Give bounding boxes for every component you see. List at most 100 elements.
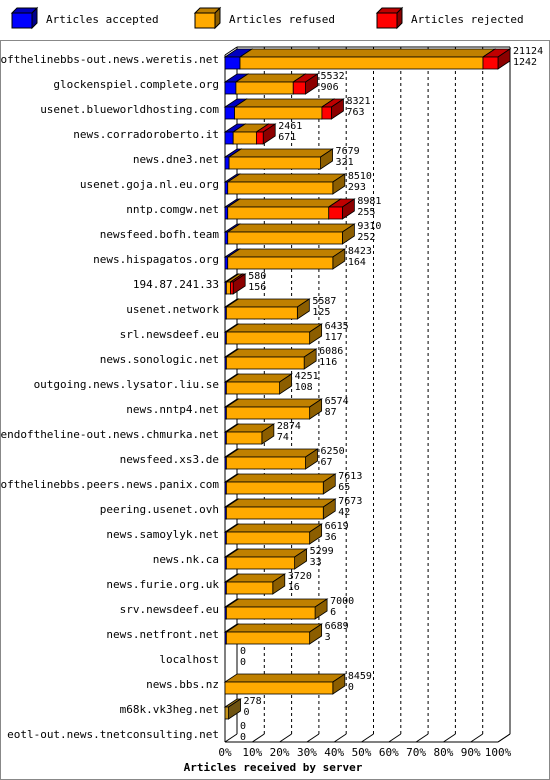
x-tick-label: 100% xyxy=(485,746,512,759)
value-label-bottom: 671 xyxy=(278,132,296,143)
bar-refused xyxy=(226,223,356,245)
category-label: news.hispagatos.org xyxy=(93,253,219,266)
category-label: usenet.network xyxy=(126,303,219,316)
bar-refused-top xyxy=(226,198,343,208)
bar-refused xyxy=(225,323,323,345)
bar-refused xyxy=(225,423,276,445)
x-tick-label: 0% xyxy=(218,746,232,759)
bar-refused xyxy=(223,673,347,695)
bar-refused-top xyxy=(225,348,318,358)
x-tick-label: 80% xyxy=(433,746,453,759)
bar-refused-front xyxy=(224,681,334,695)
bar-refused-front xyxy=(234,106,323,120)
bar-accepted-front xyxy=(224,231,229,245)
value-label-top: 2461 xyxy=(278,121,302,132)
value-label-bottom: 42 xyxy=(338,507,350,518)
floor-tick xyxy=(470,733,483,743)
x-axis: 0% 10% 20% 30% 40% 50% 60% 70% 80% 90% 100% xyxy=(218,746,511,759)
floor-tick xyxy=(333,733,347,743)
bar-accepted-front xyxy=(224,206,229,220)
bar-refused-front xyxy=(225,281,231,295)
bar-refused xyxy=(225,298,311,320)
bar-refused-front xyxy=(239,56,484,70)
bar-accepted-front xyxy=(224,81,237,95)
category-label: news.furie.org.uk xyxy=(106,578,219,591)
bar-accepted-front xyxy=(224,256,229,270)
legend-swatch xyxy=(376,12,398,29)
bar-accepted-front xyxy=(224,106,235,120)
legend-label: Articles refused xyxy=(229,13,335,26)
x-tick-label: 50% xyxy=(352,746,372,759)
bar-refused-front xyxy=(225,381,281,395)
bar-refused xyxy=(227,148,334,170)
value-label-bottom: 906 xyxy=(321,82,339,93)
value-label-bottom: 117 xyxy=(325,332,343,343)
bar-rejected xyxy=(229,273,247,295)
value-label-bottom: 3 xyxy=(325,632,331,643)
value-label-top: 6086 xyxy=(319,346,343,357)
value-label-top: 7673 xyxy=(338,496,362,507)
value-label-bottom: 293 xyxy=(348,182,366,193)
category-label: news.nntp4.net xyxy=(126,403,219,416)
value-label-top: 0 xyxy=(240,721,246,732)
bar-refused xyxy=(225,448,319,470)
bar-refused-top xyxy=(226,223,356,233)
category-label: outgoing.news.lysator.liu.se xyxy=(34,378,219,391)
value-label-top: 6689 xyxy=(325,621,349,632)
bar-refused-front xyxy=(235,81,294,95)
bar-accepted-front xyxy=(224,131,234,145)
value-label-bottom: 16 xyxy=(288,582,300,593)
value-label-top: 6574 xyxy=(325,396,349,407)
value-label-top: 7613 xyxy=(338,471,362,482)
bar-refused-front xyxy=(225,406,311,420)
bar-refused-front xyxy=(225,606,316,620)
value-label-top: 580 xyxy=(248,271,266,282)
floor-tick xyxy=(443,733,456,743)
category-label: m68k.vk3heg.net xyxy=(120,703,219,716)
bar-refused-front xyxy=(232,131,257,145)
x-tick-label: 70% xyxy=(406,746,426,759)
value-label-bottom: 87 xyxy=(325,407,337,418)
category-label: eotl-out.news.tnetconsulting.net xyxy=(7,728,219,741)
bar-refused xyxy=(226,248,347,270)
value-label-top: 8423 xyxy=(348,246,372,257)
value-label-top: 5299 xyxy=(310,546,334,557)
floor-tick xyxy=(497,733,511,743)
category-label: newsfeed.xs3.de xyxy=(120,453,219,466)
value-label-bottom: 156 xyxy=(248,282,266,293)
value-label-bottom: 67 xyxy=(321,457,333,468)
bar-refused-top xyxy=(225,398,323,408)
bar-refused-top xyxy=(238,48,497,58)
value-label-top: 7679 xyxy=(336,146,360,157)
floor-tick xyxy=(306,733,320,743)
bar-refused-front xyxy=(227,231,343,245)
x-tick-label: 30% xyxy=(297,746,317,759)
x-tick-label: 10% xyxy=(242,746,262,759)
x-tick-label: 20% xyxy=(270,746,290,759)
value-label-top: 8510 xyxy=(348,171,372,182)
bar-refused xyxy=(225,348,318,370)
value-label-bottom: 125 xyxy=(312,307,330,318)
category-label: news.sonologic.net xyxy=(100,353,219,366)
category-label: usenet.blueworldhosting.com xyxy=(40,103,219,116)
value-label-bottom: 0 xyxy=(240,732,246,743)
category-label: news.bbs.nz xyxy=(146,678,219,691)
bar-refused-front xyxy=(225,481,324,495)
bar-refused-front xyxy=(227,206,330,220)
legend-swatch xyxy=(11,12,33,29)
value-label-bottom: 65 xyxy=(338,482,350,493)
floor-tick xyxy=(361,733,374,743)
bar-refused-top xyxy=(226,173,347,183)
floor-tick xyxy=(279,733,292,743)
bar-accepted-front xyxy=(224,156,230,170)
bar-refused xyxy=(225,523,323,545)
bar-refused-top xyxy=(227,148,334,158)
category-label: peering.usenet.ovh xyxy=(100,503,219,516)
category-label: glockenspiel.complete.org xyxy=(53,78,219,91)
bar-refused-front xyxy=(225,431,263,445)
value-label-top: 5587 xyxy=(312,296,336,307)
x-tick-label: 90% xyxy=(461,746,481,759)
bar-refused-top xyxy=(225,298,311,308)
bar-refused xyxy=(225,473,337,495)
